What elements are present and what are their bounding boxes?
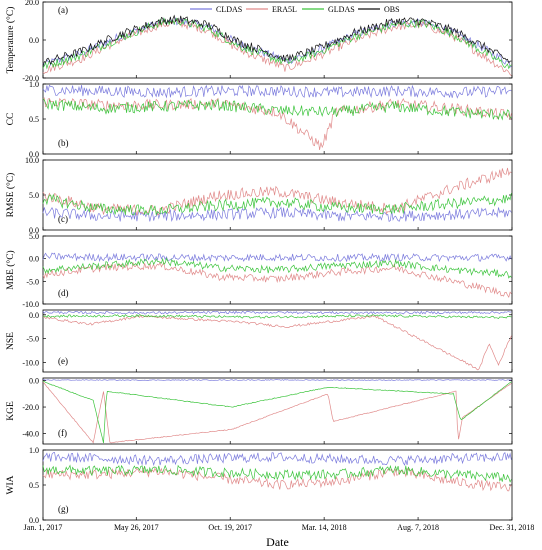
panel-frame (42, 309, 513, 373)
x-tick-label: Mar. 14, 2018 (302, 523, 347, 532)
series-line-cldas (42, 379, 512, 381)
y-tick-label: 1.0 (29, 446, 39, 455)
panel-label: (c) (58, 214, 68, 224)
x-tick-label: May 26, 2017 (114, 523, 159, 532)
y-tick-label: -10.0 (22, 358, 39, 367)
y-tick-label: -5.0 (26, 277, 39, 286)
x-tick-label: Oct. 19, 2017 (208, 523, 252, 532)
y-tick-label: 0.0 (29, 36, 39, 45)
y-tick-label: -20.0 (22, 403, 39, 412)
panel-label: (e) (58, 356, 68, 366)
y-axis-label: KGE (6, 401, 16, 421)
x-axis: Jan. 1, 2017 May 26, 2017 Oct. 19, 2017 Mar… (24, 523, 535, 549)
panel-frame (42, 235, 513, 305)
chart-legend: CLDAS ERA5L GLDAS OBS (190, 5, 400, 14)
x-tick-label: Aug. 7, 2018 (397, 523, 439, 532)
y-axis-label: RMSE (°C) (5, 173, 16, 218)
panel-f: 0.0 -20.0 -40.0 KGE (f) (6, 377, 513, 445)
y-axis-label: CC (6, 113, 16, 126)
y-tick-label: 0.0 (29, 255, 39, 264)
series-line-era5l (43, 314, 512, 371)
series-line-gldas (42, 314, 512, 320)
series-line-cldas (42, 451, 512, 467)
panel-e: 0.0 -5.0 -10.0 NSE (e) (6, 309, 513, 373)
panel-frame (42, 159, 513, 231)
y-tick-label: 0.0 (29, 377, 39, 386)
y-axis-label: MBE (°C) (5, 250, 16, 289)
panel-d: 5.0 0.0 -5.0 -10.0 MBE (°C) (d) (5, 232, 513, 309)
y-tick-label: -40.0 (22, 429, 39, 438)
y-tick-label: 1.0 (29, 80, 39, 89)
series-line-gldas (42, 98, 512, 121)
y-tick-label: 0.0 (29, 516, 39, 525)
y-tick-label: 0.5 (29, 481, 39, 490)
panel-b: 1.0 0.5 0.0 CC (b) (6, 80, 513, 159)
y-tick-label: 0.5 (29, 115, 39, 124)
panel-label: (b) (58, 138, 69, 148)
y-tick-label: 5.0 (29, 191, 39, 200)
series-line-obs (42, 14, 512, 67)
panel-label: (d) (58, 288, 69, 298)
series-line-era5l (42, 467, 512, 492)
series-line-era5l (42, 97, 512, 151)
series-line-gldas (42, 17, 512, 70)
panel-label: (f) (58, 428, 67, 438)
legend-label-gldas: GLDAS (328, 5, 355, 14)
series-line-gldas (42, 380, 512, 444)
chart-panels: 20.0 0.0 -20.0 Temperature (°C) (a) 1.0 0.5 0.0… (5, 0, 513, 525)
series-line-cldas (42, 310, 512, 315)
x-axis-label: Date (266, 535, 289, 549)
series-line-era5l (42, 261, 512, 298)
series-line-gldas (42, 257, 512, 279)
series-line-cldas (42, 84, 512, 99)
y-axis-label: Temperature (°C) (5, 7, 16, 74)
y-tick-label: -10.0 (22, 300, 39, 309)
panel-label: (g) (58, 504, 69, 514)
panel-label: (a) (58, 5, 68, 15)
legend-label-obs: OBS (384, 5, 400, 14)
x-tick-label: Dec. 31, 2018 (490, 523, 535, 532)
series-line-gldas (42, 464, 512, 483)
panel-g: 1.0 0.5 0.0 WIA (g) (6, 446, 513, 525)
panel-a: 20.0 0.0 -20.0 Temperature (°C) (a) (5, 0, 513, 83)
y-tick-label: 10.0 (25, 156, 39, 165)
panel-frame (42, 377, 513, 445)
series-line-gldas (42, 193, 512, 216)
y-tick-label: -5.0 (26, 335, 39, 344)
legend-label-cldas: CLDAS (216, 5, 242, 14)
series-line-cldas (42, 206, 512, 222)
y-tick-label: 20.0 (25, 0, 39, 7)
y-axis-label: NSE (6, 332, 16, 350)
y-tick-label: 0.0 (29, 150, 39, 159)
series-line-cldas (42, 252, 512, 263)
y-tick-label: 0.0 (29, 311, 39, 320)
series-line-era5l (42, 19, 512, 76)
x-tick-label: Jan. 1, 2017 (24, 523, 63, 532)
legend-label-era5l: ERA5L (272, 5, 297, 14)
y-tick-label: -20.0 (22, 74, 39, 83)
series-line-era5l (42, 381, 512, 444)
y-tick-label: 5.0 (29, 232, 39, 241)
panel-c: 10.0 5.0 0.0 RMSE (°C) (c) (5, 156, 513, 235)
y-tick-label: 0.0 (29, 226, 39, 235)
y-axis-label: WIA (6, 475, 16, 494)
